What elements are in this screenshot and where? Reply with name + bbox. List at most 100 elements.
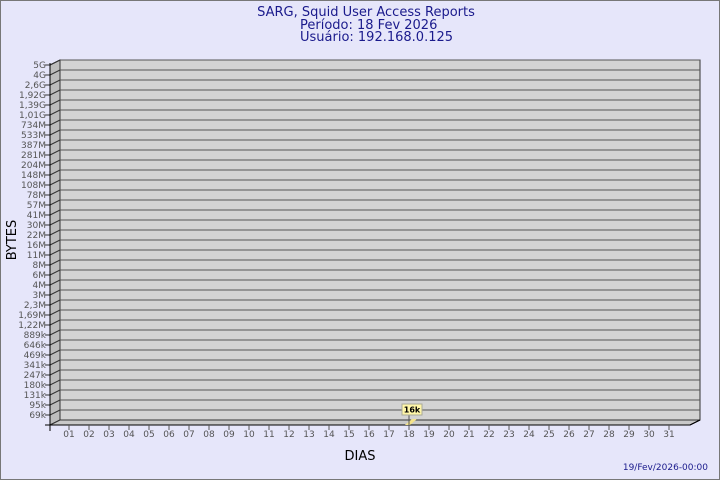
y-tick-label: 8M [33, 261, 47, 271]
y-tick-diagonal [49, 279, 61, 286]
y-tick-label: 533M [21, 131, 46, 141]
y-tick-diagonal [49, 319, 61, 326]
y-tick-diagonal [49, 249, 61, 256]
y-tick-diagonal [49, 89, 61, 96]
x-tick-label: 19 [423, 430, 435, 440]
x-tick-label: 11 [263, 430, 274, 440]
y-tick-label: 1,22M [18, 321, 46, 331]
y-tick-label: 3M [33, 291, 47, 301]
y-tick-label: 1,92G [19, 91, 46, 101]
y-tick-label: 646k [24, 341, 47, 351]
y-tick-diagonal [49, 99, 61, 106]
y-tick-diagonal [49, 379, 61, 386]
y-tick-diagonal [49, 399, 61, 406]
y-tick-label: 734M [21, 121, 46, 131]
x-tick-label: 01 [63, 430, 74, 440]
y-tick-label: 57M [27, 201, 46, 211]
y-tick-label: 204M [21, 161, 46, 171]
y-tick-label: 41M [27, 211, 46, 221]
y-tick-label: 5G [33, 61, 46, 71]
y-tick-diagonal [49, 129, 61, 136]
y-tick-label: 1,01G [19, 111, 46, 121]
floor-edge [689, 419, 701, 426]
y-tick-diagonal [49, 269, 61, 276]
x-tick-label: 22 [483, 430, 494, 440]
y-tick-diagonal [49, 179, 61, 186]
y-tick-label: 95k [29, 401, 46, 411]
y-tick-label: 1,69M [18, 311, 46, 321]
x-tick-label: 04 [123, 430, 135, 440]
y-tick-label: 889k [24, 331, 47, 341]
x-tick-label: 14 [323, 430, 335, 440]
x-tick-label: 10 [243, 430, 255, 440]
y-tick-diagonal [49, 289, 61, 296]
y-tick-diagonal [49, 259, 61, 266]
x-tick-label: 23 [503, 430, 514, 440]
y-tick-label: 2,3M [24, 301, 46, 311]
y-tick-diagonal [49, 229, 61, 236]
chart-title: SARG, Squid User Access Reports [257, 5, 475, 20]
y-tick-label: 387M [21, 141, 46, 151]
footer-timestamp: 19/Fev/2026-00:00 [623, 463, 708, 473]
y-tick-diagonal [49, 189, 61, 196]
x-tick-label: 28 [603, 430, 615, 440]
x-tick-label: 03 [103, 430, 114, 440]
y-tick-diagonal [49, 159, 61, 166]
y-tick-diagonal [49, 199, 61, 206]
x-tick-label: 17 [383, 430, 394, 440]
y-tick-diagonal [49, 349, 61, 356]
chart-subtitle-user: Usuário: 192.168.0.125 [300, 30, 453, 45]
y-tick-diagonal [49, 389, 61, 396]
y-tick-diagonal [49, 309, 61, 316]
y-tick-diagonal [49, 69, 61, 76]
y-tick-diagonal [49, 299, 61, 306]
x-axis-label: DIAS [345, 449, 376, 464]
y-tick-diagonal [49, 149, 61, 156]
y-tick-label: 131k [24, 391, 47, 401]
y-tick-label: 4M [33, 281, 47, 291]
x-tick-label: 09 [223, 430, 235, 440]
y-tick-label: 2,6G [25, 81, 46, 91]
x-tick-label: 20 [443, 430, 455, 440]
plot-floor [49, 419, 701, 426]
y-tick-diagonal [49, 369, 61, 376]
x-tick-label: 25 [543, 430, 554, 440]
y-tick-label: 247k [24, 371, 47, 381]
y-tick-diagonal [49, 59, 61, 66]
x-tick-label: 12 [283, 430, 294, 440]
y-tick-label: 180k [24, 381, 47, 391]
y-tick-diagonal [49, 239, 61, 246]
y-tick-diagonal [49, 219, 61, 226]
y-tick-label: 1,39G [19, 101, 46, 111]
y-tick-label: 4G [33, 71, 46, 81]
x-tick-label: 21 [463, 430, 474, 440]
x-tick-label: 29 [623, 430, 635, 440]
y-tick-label: 11M [27, 251, 46, 261]
x-tick-label: 26 [563, 430, 575, 440]
y-axis-label: BYTES [5, 220, 20, 261]
y-tick-label: 22M [27, 231, 46, 241]
y-tick-diagonal [49, 339, 61, 346]
x-tick-label: 30 [643, 430, 655, 440]
bar-value-label: 16k [404, 406, 421, 415]
y-tick-diagonal [49, 409, 61, 416]
y-tick-label: 16M [27, 241, 46, 251]
y-tick-label: 78M [27, 191, 46, 201]
x-tick-label: 02 [83, 430, 94, 440]
x-tick-label: 05 [143, 430, 154, 440]
y-tick-label: 69k [29, 411, 46, 421]
x-tick-label: 18 [403, 430, 415, 440]
x-tick-label: 16 [363, 430, 375, 440]
x-tick-label: 13 [303, 430, 314, 440]
y-tick-diagonal [49, 119, 61, 126]
bar-label-box [401, 403, 423, 416]
x-tick-label: 06 [163, 430, 175, 440]
y-tick-diagonal [49, 359, 61, 366]
y-tick-label: 30M [27, 221, 46, 231]
y-tick-diagonal [49, 79, 61, 86]
y-tick-label: 341k [24, 361, 47, 371]
bar-day-18 [405, 419, 417, 425]
y-tick-label: 469k [24, 351, 47, 361]
y-tick-diagonal [49, 209, 61, 216]
